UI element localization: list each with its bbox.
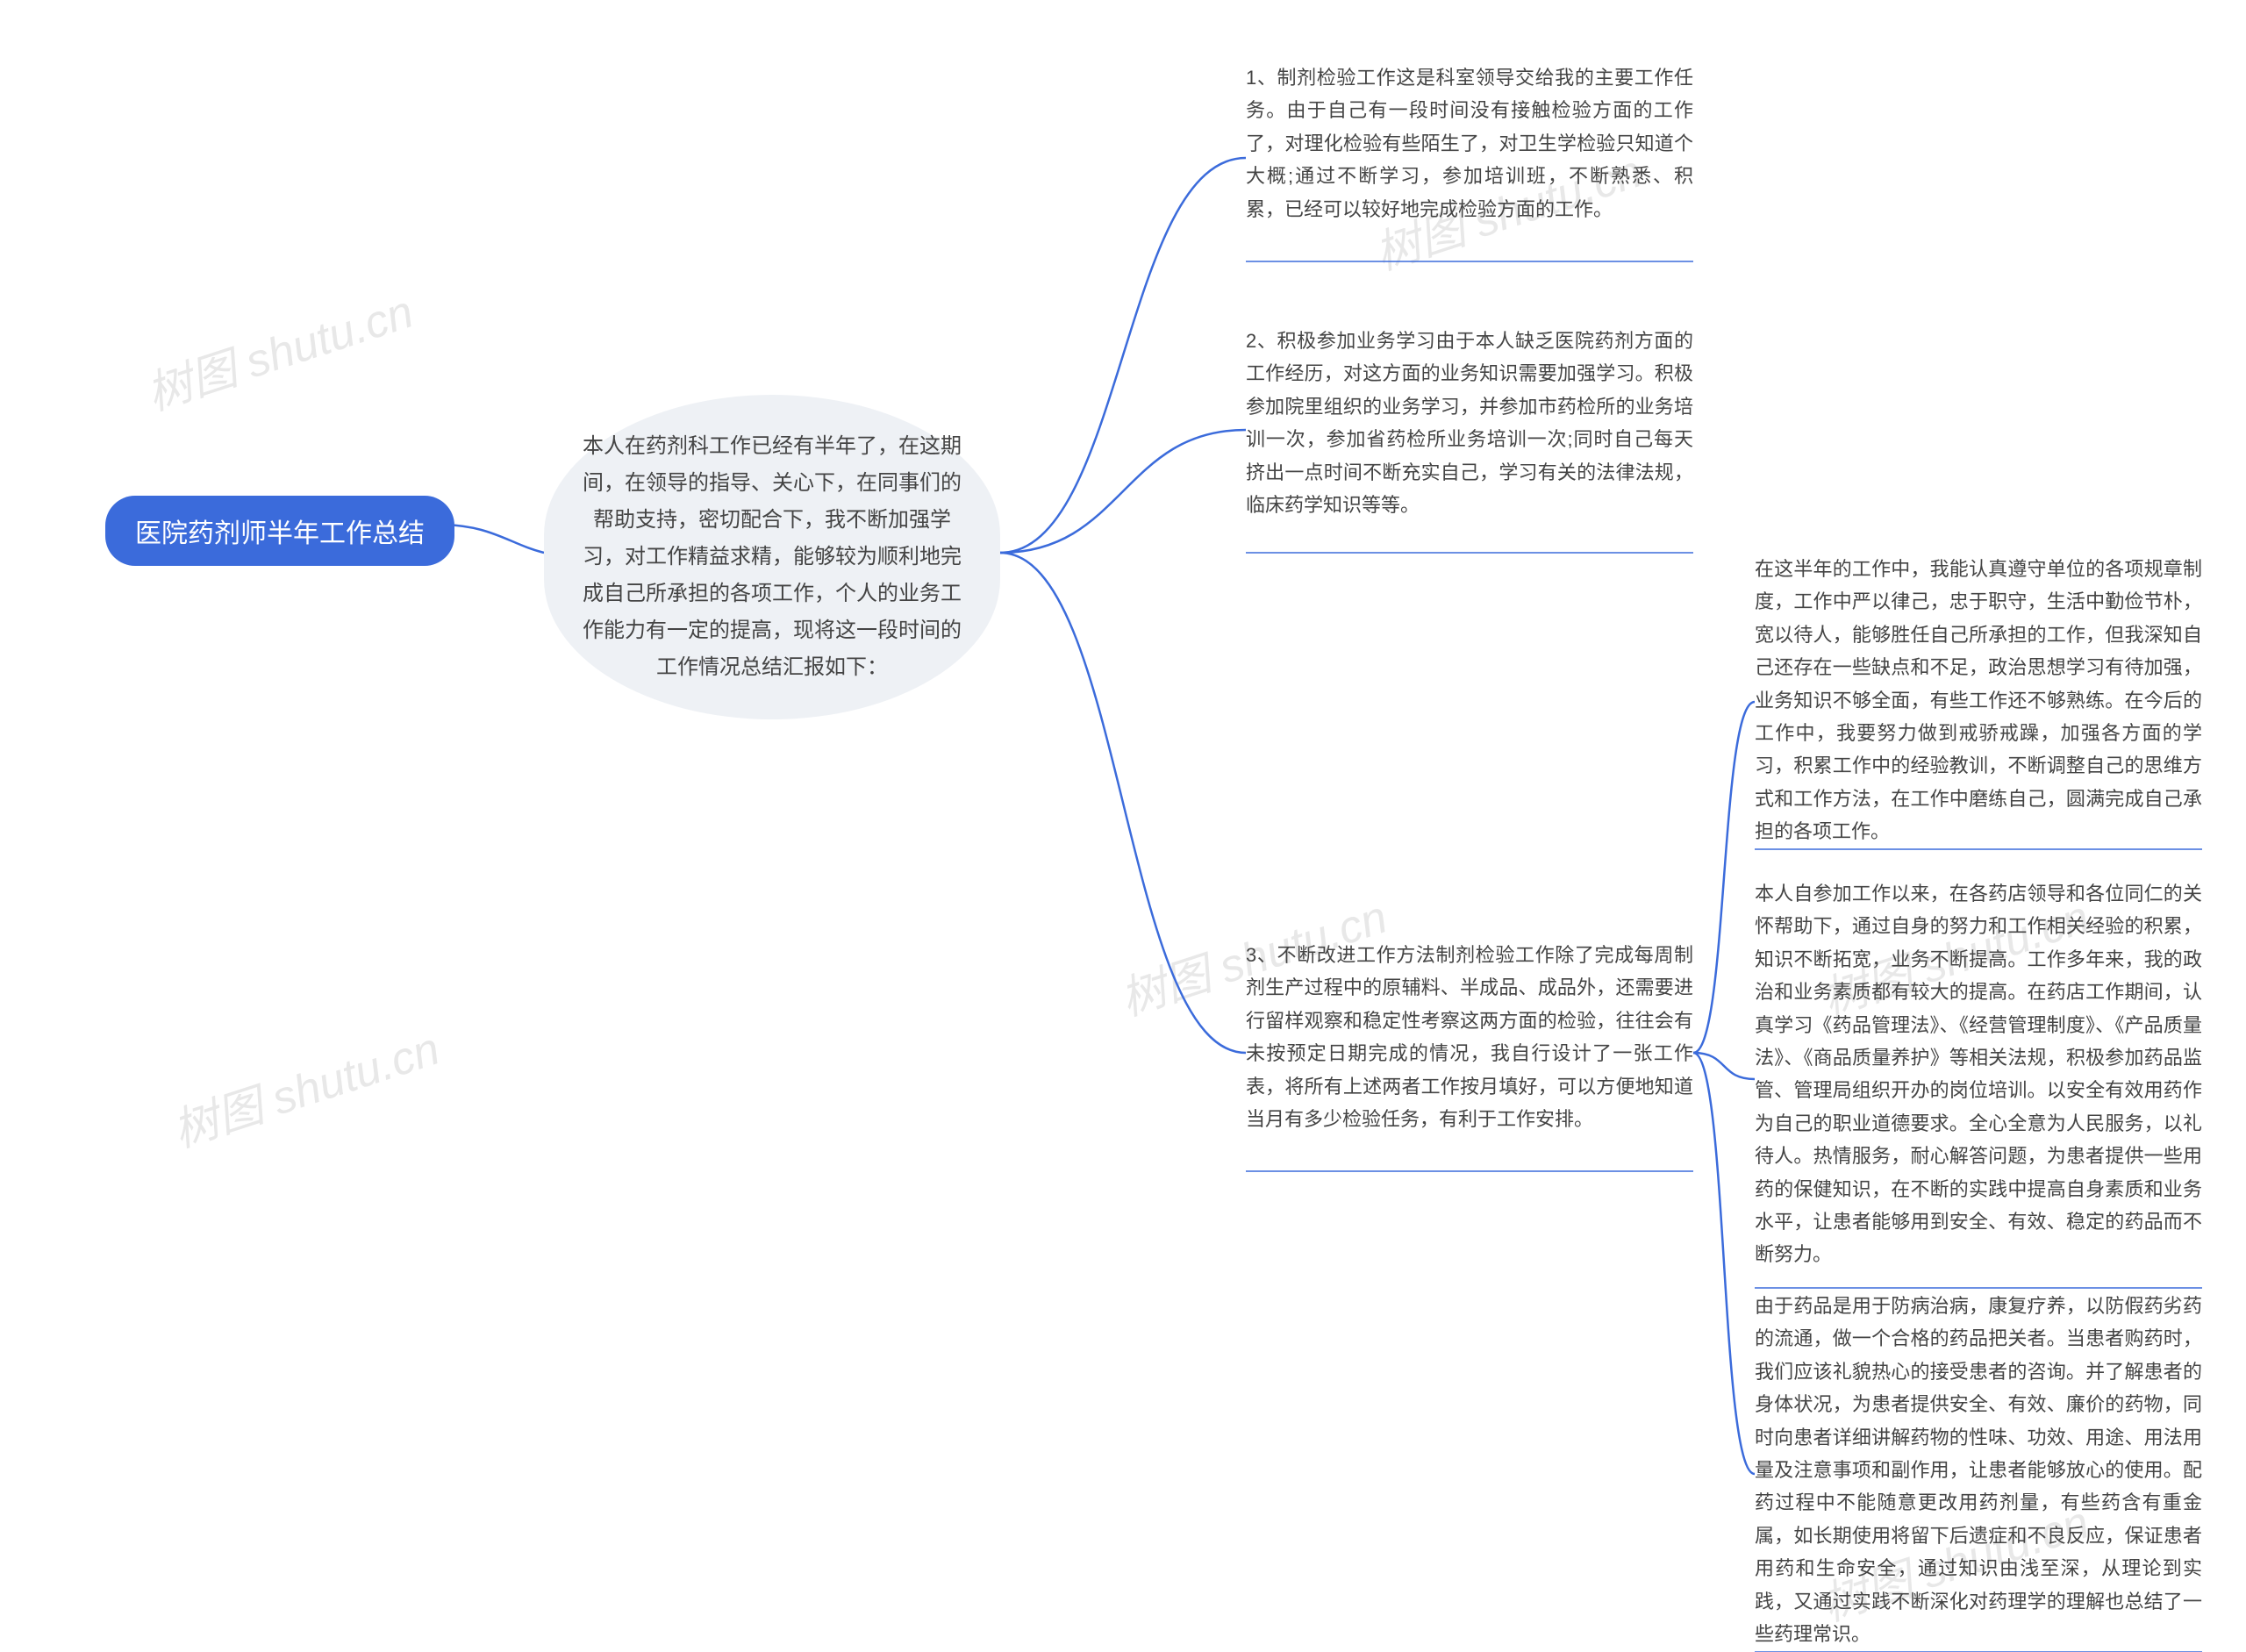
mindmap-root[interactable]: 医院药剂师半年工作总结 bbox=[105, 496, 454, 566]
mindmap-intro[interactable]: 本人在药剂科工作已经有半年了，在这期间，在领导的指导、关心下，在同事们的帮助支持… bbox=[544, 395, 1000, 719]
mindmap-branch-1[interactable]: 1、制剂检验工作这是科室领导交给我的主要工作任务。由于自己有一段时间没有接触检验… bbox=[1246, 61, 1693, 225]
mindmap-branch-2[interactable]: 2、积极参加业务学习由于本人缺乏医院药剂方面的工作经历，对这方面的业务知识需要加… bbox=[1246, 325, 1693, 521]
watermark: 树图 shutu.cn bbox=[137, 275, 420, 423]
mindmap-leaf-3-2[interactable]: 本人自参加工作以来，在各药店领导和各位同仁的关怀帮助下，通过自身的努力和工作相关… bbox=[1755, 877, 2202, 1271]
mindmap-branch-3[interactable]: 3、不断改进工作方法制剂检验工作除了完成每周制剂生产过程中的原辅料、半成品、成品… bbox=[1246, 939, 1693, 1135]
watermark: 树图 shutu.cn bbox=[163, 1012, 447, 1160]
mindmap-leaf-3-3[interactable]: 由于药品是用于防病治病，康复疗养，以防假药劣药的流通，做一个合格的药品把关者。当… bbox=[1755, 1290, 2202, 1650]
mindmap-leaf-3-1[interactable]: 在这半年的工作中，我能认真遵守单位的各项规章制度，工作中严以律己，忠于职守，生活… bbox=[1755, 553, 2202, 848]
